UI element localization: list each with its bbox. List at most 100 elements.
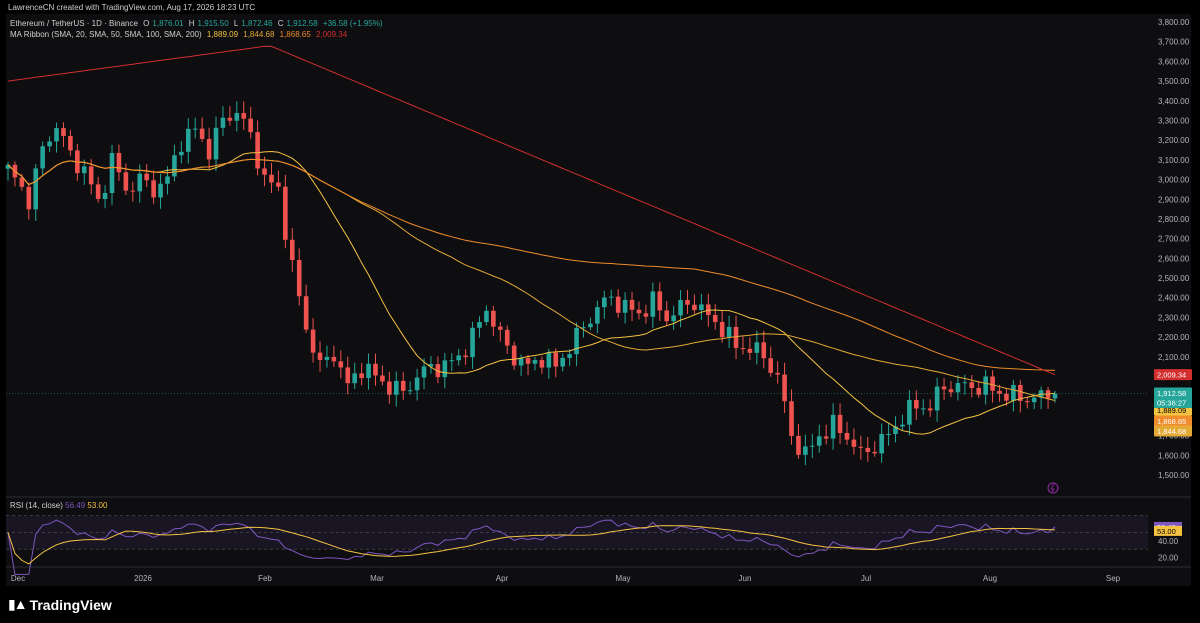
candle-body <box>491 310 496 327</box>
rsi-label[interactable]: RSI (14, close) <box>10 501 63 510</box>
candle-body <box>414 377 420 391</box>
x-tick-label: Aug <box>983 574 997 583</box>
candle-body <box>400 380 406 391</box>
candles-group <box>5 101 1058 466</box>
candle-body <box>879 434 884 454</box>
candle-body <box>262 168 267 175</box>
tradingview-logo[interactable]: ▮▲ TradingView <box>8 596 112 613</box>
y-tick-label: 2,500.00 <box>1158 274 1190 283</box>
candle-body <box>567 354 572 358</box>
alert-icon <box>1047 482 1059 494</box>
candle-body <box>192 128 198 130</box>
ma200-value: 2,009.34 <box>316 30 348 39</box>
candle-body <box>1024 401 1030 403</box>
candle-body <box>595 307 600 324</box>
ma-ribbon-legend[interactable]: MA Ribbon (SMA, 20, SMA, 50, SMA, 100, S… <box>10 30 350 39</box>
countdown-label: 05:36:27 <box>1157 399 1186 408</box>
alert-icon-bolt <box>1050 483 1055 493</box>
y-tick-label: 3,300.00 <box>1158 116 1190 125</box>
y-tick-label: 3,100.00 <box>1158 156 1190 165</box>
low-value: 1,872.46 <box>241 19 273 28</box>
candle-body <box>179 151 184 156</box>
candle-body <box>234 113 240 121</box>
y-tick-label: 2,300.00 <box>1158 313 1190 322</box>
plot-area[interactable] <box>6 14 1191 586</box>
candle-body <box>33 168 39 210</box>
candle-body <box>733 326 739 349</box>
candle-body <box>338 361 344 368</box>
candle-body <box>588 323 593 328</box>
rsi-ma-value-tag-label: 53.00 <box>1157 527 1176 536</box>
y-tick-label: 3,000.00 <box>1158 176 1190 185</box>
candle-body <box>130 190 136 192</box>
candle-body <box>151 180 156 198</box>
price-tag <box>1154 415 1192 427</box>
candle-body <box>26 186 32 210</box>
price-tag-label: 1,868.65 <box>1157 417 1186 426</box>
candle-body <box>816 436 822 446</box>
candle-body <box>810 445 815 447</box>
rsi-value: 56.49 <box>65 501 86 510</box>
y-tick-label: 2,100.00 <box>1158 353 1190 362</box>
ma-ribbon-label[interactable]: MA Ribbon (SMA, 20, SMA, 50, SMA, 100, S… <box>10 30 202 39</box>
low-label: L <box>233 19 239 28</box>
candle-body <box>997 390 1002 394</box>
candle-body <box>303 296 309 330</box>
candle-body <box>602 297 607 308</box>
candle-body <box>893 426 898 434</box>
x-tick-label: May <box>615 574 630 583</box>
candle-body <box>844 433 850 440</box>
candle-body <box>206 138 212 160</box>
candle-body <box>116 153 122 173</box>
candle-body <box>525 358 531 364</box>
open-value: 1,876.01 <box>152 19 184 28</box>
rsi-legend[interactable]: RSI (14, close) 56.49 53.00 <box>10 501 107 510</box>
ma20-value: 1,889.09 <box>206 30 239 39</box>
candle-body <box>449 360 455 362</box>
candle-body <box>518 358 524 366</box>
rsi-tick-label: 20.00 <box>1158 554 1179 563</box>
rsi-ma-line <box>7 525 1056 565</box>
symbol-legend[interactable]: Ethereum / TetherUS · 1D · Binance O 1,87… <box>10 19 386 28</box>
candle-body <box>477 321 482 328</box>
close-value: 1,912.58 <box>286 19 318 28</box>
candle-body <box>782 374 787 402</box>
candle-body <box>608 296 614 298</box>
candle-body <box>373 363 378 376</box>
x-tick-label: Feb <box>258 574 272 583</box>
candle-body <box>622 299 628 313</box>
candle-body <box>823 436 829 439</box>
candle-body <box>380 375 385 382</box>
candle-body <box>47 141 52 147</box>
y-tick-label: 1,600.00 <box>1158 451 1190 460</box>
candle-body <box>1011 384 1016 401</box>
rsi-tick-label: 40.00 <box>1158 537 1179 546</box>
candle-body <box>851 439 857 447</box>
candle-body <box>68 135 73 151</box>
candle-body <box>359 373 364 379</box>
candle-body <box>560 357 566 367</box>
candle-body <box>283 186 288 240</box>
candle-body <box>692 304 697 311</box>
price-tag <box>1154 387 1192 399</box>
candle-body <box>830 414 836 439</box>
candle-body <box>1052 393 1058 399</box>
candle-body <box>88 166 94 185</box>
symbol-name[interactable]: Ethereum / TetherUS · 1D · Binance <box>10 19 138 28</box>
candle-body <box>976 387 982 395</box>
candle-body <box>553 352 559 367</box>
candle-body <box>366 363 371 379</box>
candle-body <box>865 447 871 452</box>
candle-body <box>345 367 351 384</box>
candle-body <box>678 300 683 316</box>
y-tick-label: 2,800.00 <box>1158 215 1190 224</box>
candle-body <box>1004 393 1009 401</box>
y-tick-label: 2,200.00 <box>1158 333 1190 342</box>
countdown-tag <box>1154 398 1192 408</box>
candle-body <box>352 373 357 384</box>
candle-body <box>102 193 108 200</box>
candle-body <box>962 382 968 384</box>
y-tick-label: 3,500.00 <box>1158 77 1190 86</box>
